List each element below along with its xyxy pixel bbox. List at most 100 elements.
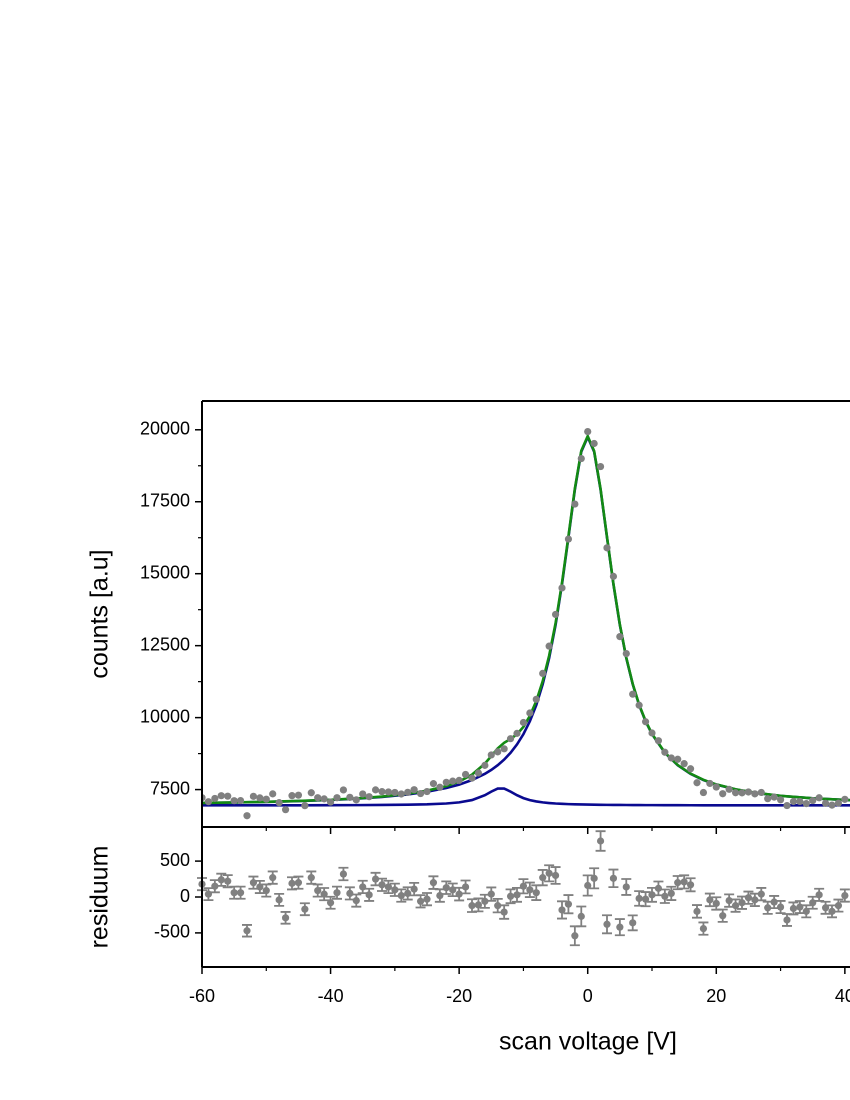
data-point [487, 751, 495, 759]
data-point [307, 874, 315, 882]
data-point [532, 889, 540, 897]
data-point [539, 669, 547, 678]
plot-area [202, 427, 850, 820]
data-point [461, 770, 470, 779]
data-point [481, 897, 489, 905]
data-point [828, 801, 836, 809]
data-point [301, 802, 309, 810]
data-point [693, 779, 701, 787]
data-point [622, 650, 630, 658]
data-point [789, 797, 798, 806]
data-point [494, 748, 502, 756]
data-point [288, 792, 296, 800]
data-point [281, 914, 290, 922]
data-point [661, 748, 669, 756]
data-point [416, 897, 425, 905]
data-point [616, 923, 624, 931]
data-point [539, 874, 547, 882]
data-point [269, 874, 277, 882]
data-point [294, 879, 303, 887]
data-point [654, 737, 663, 745]
data-point [513, 729, 521, 737]
data-point [346, 793, 354, 801]
data-point [281, 806, 290, 814]
data-point [783, 801, 791, 810]
data-point [371, 786, 380, 794]
data-point [269, 790, 277, 798]
data-point [661, 892, 669, 900]
data-point [236, 889, 245, 897]
data-point [339, 870, 348, 878]
data-point [712, 783, 720, 791]
data-point [648, 891, 656, 899]
data-point [481, 761, 489, 769]
data-point [468, 902, 476, 910]
data-point [352, 796, 360, 804]
data-point [423, 787, 431, 796]
data-point [429, 879, 438, 887]
data-point [616, 633, 624, 641]
data-point [224, 877, 232, 885]
data-point [230, 797, 238, 805]
x-axis-label: scan voltage [V] [499, 1028, 677, 1056]
data-point [211, 794, 219, 803]
data-point [320, 795, 328, 803]
data-point [333, 889, 341, 897]
data-point [783, 916, 791, 924]
data-point [828, 907, 836, 915]
fit-line [202, 433, 850, 805]
data-point [378, 881, 386, 889]
data-point [789, 904, 798, 913]
data-point [455, 776, 463, 784]
data-point [770, 898, 778, 906]
data-point [474, 901, 483, 909]
data-point [249, 792, 258, 800]
data-point [609, 572, 618, 580]
data-point [262, 886, 270, 895]
x-tick-label: -40 [318, 986, 344, 1006]
data-point [436, 783, 444, 791]
data-point [654, 884, 663, 892]
data-point [513, 891, 521, 899]
data-point [333, 794, 341, 802]
data-point [391, 886, 399, 894]
data-point [577, 454, 585, 463]
data-point [796, 797, 804, 806]
data-point [224, 792, 232, 800]
data-point [500, 745, 508, 753]
data-point [571, 932, 579, 940]
data-point [731, 902, 740, 910]
data-point [217, 792, 225, 800]
data-point [564, 535, 573, 543]
data-point [590, 439, 598, 448]
x-tick-label: -20 [446, 986, 472, 1006]
data-point [776, 796, 785, 804]
data-point [764, 795, 772, 803]
data-point [841, 891, 849, 900]
data-point [577, 912, 585, 920]
data-point [442, 884, 450, 892]
data-point [416, 789, 425, 798]
data-point [506, 735, 515, 743]
data-point [243, 812, 251, 820]
data-point [815, 891, 823, 899]
y-tick-label: -500 [154, 922, 190, 942]
data-point [365, 793, 373, 801]
x-tick-label: -60 [189, 986, 215, 1006]
data-point [584, 881, 592, 890]
data-point [468, 774, 476, 782]
data-point [551, 871, 560, 880]
data-point [834, 799, 843, 807]
y-axis-label: counts [a.u] [86, 549, 114, 678]
data-point [217, 876, 225, 884]
data-point [584, 427, 592, 436]
data-point [809, 796, 817, 805]
data-point [596, 462, 605, 471]
data-point [243, 927, 251, 935]
data-point [474, 769, 483, 777]
data-point [519, 882, 528, 890]
x-tick-label: 0 [583, 986, 593, 1006]
data-point [751, 896, 759, 904]
data-point [686, 881, 695, 889]
data-point [648, 729, 656, 737]
